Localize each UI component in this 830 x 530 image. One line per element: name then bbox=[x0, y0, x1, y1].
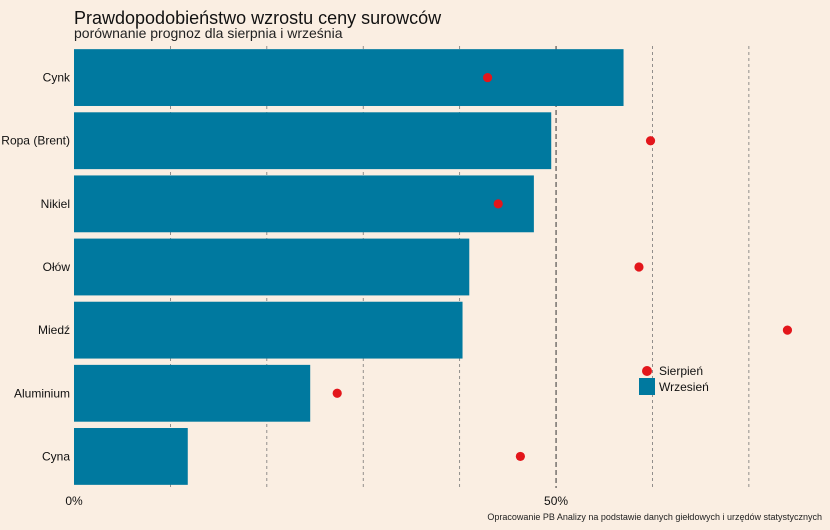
bars bbox=[74, 49, 624, 485]
category-label: Aluminium bbox=[14, 386, 70, 400]
point-mied bbox=[782, 325, 793, 335]
category-label: Ołów bbox=[43, 260, 71, 274]
legend-wrzesien-swatch bbox=[639, 378, 655, 395]
point-o-w bbox=[634, 262, 644, 272]
legend-sierpien-marker bbox=[642, 366, 652, 376]
bar-cyna bbox=[74, 428, 188, 485]
points bbox=[332, 72, 793, 462]
legend: Sierpień Wrzesień bbox=[639, 364, 709, 395]
source-note: Opracowanie PB Analizy na podstawie dany… bbox=[487, 512, 822, 522]
x-axis-ticks: 0% 50% bbox=[65, 494, 568, 508]
chart-title: Prawdopodobieństwo wzrostu ceny surowców bbox=[74, 8, 442, 28]
category-labels: Cynk Ropa (Brent) Nikiel Ołów Miedź Aluminium… bbox=[1, 71, 71, 464]
legend-wrzesien-label: Wrzesień bbox=[659, 380, 709, 394]
point-nikiel bbox=[493, 199, 503, 209]
category-label: Cynk bbox=[43, 71, 71, 85]
point-aluminium bbox=[332, 388, 342, 398]
category-label: Nikiel bbox=[41, 197, 70, 211]
bar-mied bbox=[74, 301, 463, 359]
category-label: Ropa (Brent) bbox=[1, 134, 70, 148]
bar-o-w bbox=[74, 238, 470, 296]
x-tick-label: 50% bbox=[544, 494, 568, 508]
category-label: Cyna bbox=[42, 449, 70, 463]
chart-subtitle: porównanie prognoz dla sierpnia i wrześn… bbox=[74, 25, 343, 41]
legend-sierpien-label: Sierpień bbox=[659, 364, 703, 378]
point-ropa-brent bbox=[645, 136, 656, 146]
category-label: Miedź bbox=[38, 323, 70, 337]
bar-aluminium bbox=[74, 364, 311, 422]
point-cynk bbox=[483, 72, 493, 83]
bar-nikiel bbox=[74, 175, 534, 233]
point-cyna bbox=[515, 451, 525, 462]
bar-cynk bbox=[74, 49, 624, 106]
x-tick-label: 0% bbox=[65, 494, 83, 508]
bar-ropa-brent bbox=[74, 112, 552, 170]
